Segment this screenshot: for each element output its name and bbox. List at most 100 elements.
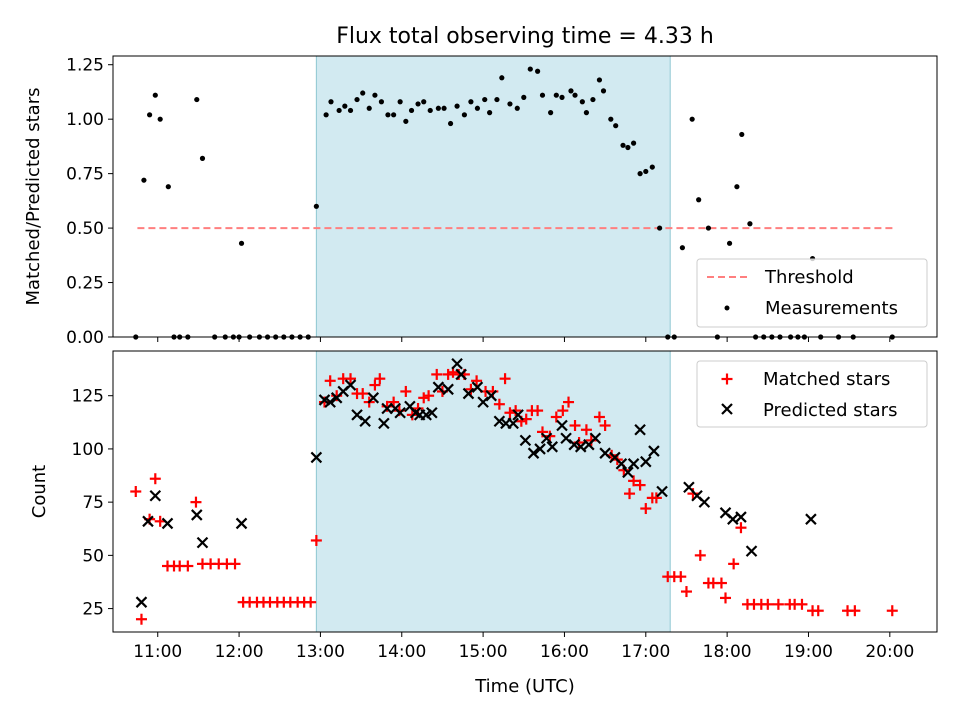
measurement-point bbox=[625, 144, 631, 151]
measurement-point bbox=[199, 155, 206, 161]
matched-star-point bbox=[310, 534, 322, 546]
predicted-star-point bbox=[589, 432, 602, 445]
measurement-point bbox=[366, 105, 372, 111]
measurement-point bbox=[535, 68, 541, 74]
predicted-star-point bbox=[622, 466, 634, 479]
x-tick-label: 19:00 bbox=[784, 642, 833, 662]
matched-star-point bbox=[762, 598, 774, 610]
x-tick-label: 11:00 bbox=[133, 642, 182, 662]
top-y-tick-label: 0.25 bbox=[66, 274, 104, 294]
matched-star-point bbox=[471, 375, 483, 387]
measurement-point bbox=[454, 103, 460, 109]
measurement-point bbox=[643, 168, 649, 175]
predicted-star-point bbox=[546, 441, 559, 453]
x-tick-label: 15:00 bbox=[459, 642, 508, 662]
measurement-point bbox=[342, 103, 348, 109]
top-y-tick-label: 0.00 bbox=[66, 328, 104, 348]
matched-star-point bbox=[593, 411, 605, 423]
bottom-y-tick-label: 125 bbox=[72, 387, 104, 407]
predicted-star-point bbox=[627, 458, 640, 470]
matched-star-point bbox=[720, 592, 732, 604]
matched-star-point bbox=[650, 492, 662, 504]
matched-star-point bbox=[585, 434, 597, 446]
measurement-point bbox=[323, 112, 329, 118]
predicted-star-point bbox=[451, 357, 463, 370]
measurement-point bbox=[726, 240, 733, 246]
predicted-star-point bbox=[493, 415, 506, 428]
predicted-star-point bbox=[640, 455, 652, 468]
predicted-star-point bbox=[196, 536, 209, 549]
matched-star-point bbox=[812, 605, 824, 617]
top-y-tick-label: 0.75 bbox=[66, 165, 104, 185]
matched-star-point bbox=[149, 473, 161, 485]
predicted-star-point bbox=[394, 406, 406, 419]
measurement-point bbox=[474, 105, 481, 111]
measurement-point bbox=[165, 184, 171, 190]
predicted-star-point bbox=[527, 447, 540, 459]
matched-star-point bbox=[550, 411, 562, 423]
measurement-point bbox=[539, 92, 546, 98]
predicted-star-point bbox=[540, 432, 553, 445]
matched-star-point bbox=[130, 486, 142, 497]
predicted-star-point bbox=[471, 381, 484, 393]
measurement-point bbox=[336, 107, 342, 114]
measurement-point bbox=[391, 112, 397, 118]
measurement-point bbox=[408, 107, 415, 114]
measurement-point bbox=[620, 142, 626, 148]
bottom-legend: Matched stars Predicted stars bbox=[696, 360, 928, 428]
legend-matched-marker bbox=[721, 373, 733, 385]
predicted-star-point bbox=[485, 389, 498, 402]
bottom-y-tick-label: 25 bbox=[82, 600, 104, 620]
matched-star-point bbox=[357, 388, 369, 400]
measurement-point bbox=[194, 96, 200, 103]
measurement-point bbox=[360, 90, 366, 96]
predicted-star-point bbox=[161, 517, 174, 530]
measurement-point bbox=[507, 101, 513, 107]
matched-star-point bbox=[229, 558, 241, 570]
predicted-star-point bbox=[599, 447, 611, 459]
measurement-point bbox=[572, 92, 578, 98]
matched-star-point bbox=[431, 368, 443, 380]
top-y-tick-label: 0.50 bbox=[66, 219, 104, 239]
measurement-point bbox=[447, 120, 454, 127]
matched-star-point bbox=[510, 405, 522, 417]
measurement-point bbox=[441, 105, 447, 111]
measurement-point bbox=[415, 101, 421, 107]
measurement-point bbox=[461, 112, 467, 118]
measurement-point bbox=[147, 112, 153, 118]
measurement-point bbox=[608, 116, 614, 122]
measurement-point bbox=[548, 110, 554, 116]
measurement-point bbox=[385, 112, 391, 118]
matched-star-point bbox=[599, 420, 611, 432]
chart-title: Flux total observing time = 4.33 h bbox=[336, 24, 714, 49]
measurement-point bbox=[397, 99, 403, 105]
measurement-point bbox=[427, 107, 433, 114]
predicted-star-point bbox=[534, 443, 546, 455]
matched-star-point bbox=[499, 373, 511, 385]
measurement-point bbox=[487, 110, 493, 116]
measurement-point bbox=[747, 221, 753, 227]
bottom-y-tick-label: 50 bbox=[82, 546, 104, 566]
measurement-point bbox=[421, 99, 427, 105]
matched-star-point bbox=[504, 407, 516, 419]
legend-predicted-marker bbox=[721, 403, 733, 415]
measurement-point bbox=[313, 203, 319, 209]
matched-star-point bbox=[772, 598, 784, 610]
measurement-point bbox=[152, 92, 158, 98]
measurement-point bbox=[583, 110, 590, 116]
bottom-y-tick-label: 75 bbox=[82, 493, 104, 513]
matched-star-point bbox=[305, 596, 317, 608]
predicted-star-point bbox=[648, 445, 660, 457]
measurement-point bbox=[739, 131, 745, 138]
predicted-star-point bbox=[615, 458, 628, 470]
matched-star-point bbox=[728, 558, 740, 570]
matched-star-point bbox=[442, 368, 454, 380]
predicted-star-point bbox=[351, 409, 363, 421]
matched-star-point bbox=[675, 571, 687, 583]
predicted-star-point bbox=[634, 423, 646, 436]
matched-star-point bbox=[849, 605, 861, 617]
measurement-point bbox=[494, 96, 500, 103]
matched-star-point bbox=[886, 605, 898, 617]
matched-star-point bbox=[569, 420, 581, 432]
